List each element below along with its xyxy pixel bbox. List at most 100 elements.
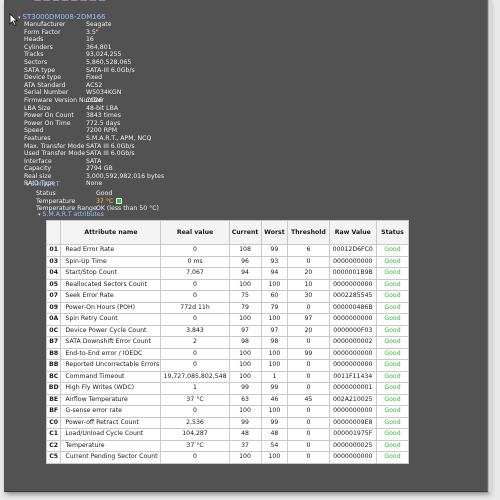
smart-attributes-tree-node[interactable]: ▾ S.M.A.R.T attributes [38, 211, 104, 219]
status-value: Good [377, 383, 408, 394]
property-key: ATA Standard [24, 81, 66, 89]
attribute-id: 09 [47, 302, 61, 313]
table-row[interactable]: 07 Seek Error Rate 0 75 60 30 0002285545 Good [47, 291, 408, 302]
attribute-id: C2 [47, 440, 61, 451]
table-row[interactable]: BD High Fly Writes (WDC) 1 99 99 0 0000000001 G… [47, 383, 408, 394]
collapse-caret-icon[interactable]: ▾ [26, 182, 29, 188]
smart-attributes-table: Attribute name Real value Current Worst … [46, 220, 409, 464]
real-value: 0 [161, 348, 229, 359]
col-header-threshold: Threshold [288, 221, 329, 244]
real-value: 3,843 [161, 325, 229, 336]
col-header-worst: Worst [261, 221, 288, 244]
property-value: W5034KGN [86, 89, 122, 97]
property-key: Firmware Version Number [24, 96, 104, 104]
table-row[interactable]: 05 Reallocated Sectors Count 0 100 100 10 0000… [47, 279, 408, 290]
attribute-id: C0 [47, 417, 61, 428]
property-value: 364,801 [86, 43, 112, 51]
worst-value: 99 [261, 245, 288, 256]
property-value: Fixed [86, 74, 103, 82]
status-value: Good [377, 360, 408, 371]
attribute-id: B7 [47, 337, 61, 348]
table-row[interactable]: 0A Spin Retry Count 0 100 100 97 0000000000 Goo… [47, 314, 408, 325]
attribute-name: Power-off Retract Count [61, 417, 161, 428]
real-value: 7,067 [161, 268, 229, 279]
property-row: Features S.M.A.R.T., APM, NCQ [24, 135, 324, 143]
col-header-raw-value: Raw Value [329, 221, 376, 244]
attribute-name: Start/Stop Count [61, 268, 161, 279]
property-value: 2794 GB [86, 165, 113, 173]
real-value: 0 [161, 360, 229, 371]
attribute-name: Command Timeout [61, 371, 161, 382]
attribute-id: BE [47, 394, 61, 405]
attribute-name: Spin-Up Time [61, 256, 161, 267]
table-row[interactable]: 09 Power-On Hours (POH) 772d 11h 79 79 0 00000… [47, 302, 408, 313]
property-key: Interface [24, 157, 52, 165]
real-value: 0 [161, 245, 229, 256]
current-value: 48 [229, 429, 261, 440]
threshold-value: 0 [288, 383, 329, 394]
threshold-value: 10 [288, 279, 329, 290]
table-row[interactable]: 03 Spin-Up Time 0 ms 96 93 0 0000000000 Good [47, 256, 408, 267]
property-value: 3.5" [86, 28, 99, 36]
smart-status-key: Status [36, 190, 56, 197]
raw-value: 0000000000 [329, 256, 376, 267]
property-key: Features [24, 134, 51, 142]
current-value: 99 [229, 383, 261, 394]
table-row[interactable]: BC Command Timeout 19,727,085,802,548 100 1 0… [47, 371, 408, 382]
real-value: 104,287 [161, 429, 229, 440]
attribute-id: B8 [47, 348, 61, 359]
property-row: ATA Standard ACS2 [24, 82, 324, 90]
vertical-scrollbar[interactable] [488, 0, 492, 492]
table-row[interactable]: BB Reported Uncorrectable Errors 0 100 100 0 0… [47, 360, 408, 371]
collapse-caret-icon[interactable]: ▾ [38, 212, 41, 218]
table-row[interactable]: C2 Temperature 37 °C 37 54 0 0000000025 Good [47, 440, 408, 451]
property-value: SATA-III 6.0Gb/s [86, 66, 135, 74]
property-value: 7200 RPM [86, 127, 118, 135]
real-value: 0 [161, 314, 229, 325]
table-row[interactable]: C1 Load/Unload Cycle Count 104,287 48 48 0 000… [47, 429, 408, 440]
table-row[interactable]: B8 End-to-End error / IOEDC 0 100 100 99 00000… [47, 348, 408, 359]
table-row[interactable]: C0 Power-off Retract Count 2,536 99 99 0 00000… [47, 417, 408, 428]
worst-value: 1 [261, 371, 288, 382]
table-row[interactable]: B7 SATA Downshift Error Count 2 98 98 0 000000… [47, 337, 408, 348]
status-value: Good [377, 302, 408, 313]
raw-value: 0002285545 [329, 291, 376, 302]
attribute-name: Device Power Cycle Count [61, 325, 161, 336]
real-value: 37 °C [161, 440, 229, 451]
status-value: Good [377, 245, 408, 256]
attribute-id: 0A [47, 314, 61, 325]
property-value: S.M.A.R.T., APM, NCQ [86, 134, 152, 142]
threshold-value: 0 [288, 337, 329, 348]
attribute-id: BB [47, 360, 61, 371]
threshold-value: 6 [288, 245, 329, 256]
worst-value: 97 [261, 325, 288, 336]
status-value: Good [377, 337, 408, 348]
attribute-id: BC [47, 371, 61, 382]
property-row: SATA type SATA-III 6.0Gb/s [24, 67, 324, 75]
table-row[interactable]: BE Airflow Temperature 37 °C 63 46 45 002A2100… [47, 394, 408, 405]
table-row[interactable]: C5 Current Pending Sector Count 0 100 100 0 00… [47, 452, 408, 463]
current-value: 75 [229, 291, 261, 302]
property-value: 48-bit LBA [86, 104, 119, 112]
attribute-name: Spin Retry Count [61, 314, 161, 325]
attribute-id: C5 [47, 452, 61, 463]
current-value: 98 [229, 337, 261, 348]
worst-value: 94 [261, 268, 288, 279]
col-header-real-value: Real value [161, 221, 229, 244]
smart-tree-node[interactable]: ▾ S.M.A.R.T [26, 181, 60, 189]
property-value: 16 [86, 36, 94, 44]
table-row[interactable]: 01 Read Error Rate 0 108 99 6 00012D6FC0 Good [47, 245, 408, 256]
status-value: Good [377, 314, 408, 325]
drive-tree-node[interactable]: ▾ ST3000DM008-2DM166 [18, 12, 106, 22]
attribute-name: Reported Uncorrectable Errors [61, 360, 161, 371]
raw-value: 000000486B [329, 302, 376, 313]
status-value: Good [377, 371, 408, 382]
status-value: Good [377, 429, 408, 440]
table-row[interactable]: 0C Device Power Cycle Count 3,843 97 97 20 000… [47, 325, 408, 336]
table-row[interactable]: BF G-sense error rate 0 100 100 0 0000000000 Go… [47, 406, 408, 417]
table-row[interactable]: 04 Start/Stop Count 7,067 94 94 20 0000001B9B G… [47, 268, 408, 279]
attribute-id: 03 [47, 256, 61, 267]
collapse-caret-icon[interactable]: ▾ [18, 15, 21, 21]
attribute-name: End-to-End error / IOEDC [61, 348, 161, 359]
worst-value: 99 [261, 417, 288, 428]
